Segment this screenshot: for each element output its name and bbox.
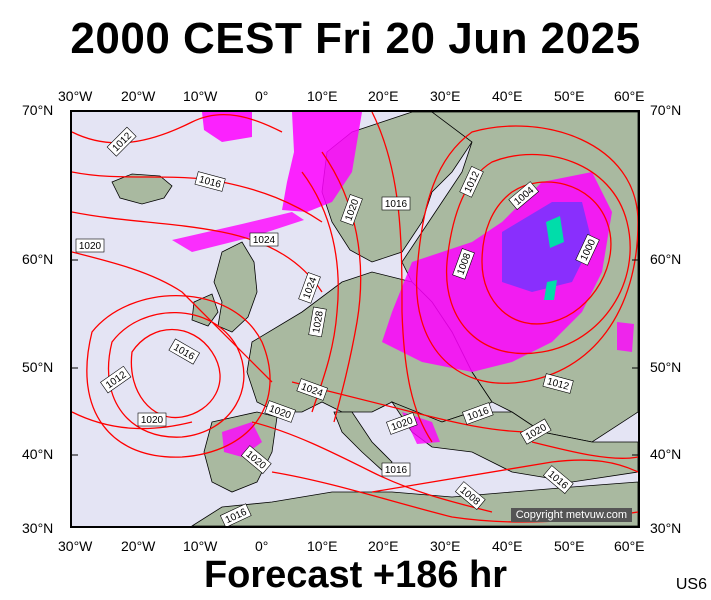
lon-label: 50°E [554, 88, 585, 104]
lat-label: 70°N [22, 102, 54, 118]
lat-label: 40°N [650, 446, 682, 462]
isobar-line [301, 171, 339, 413]
isobar-low-ring [415, 125, 638, 384]
model-tag: US6 [675, 576, 707, 593]
lon-label: 60°E [614, 88, 645, 104]
isobar-line [371, 112, 433, 443]
map-canvas: 1012 1016 1020 1024 1020 1016 1012 1004 … [72, 112, 638, 526]
map-title: 2000 CEST Fri 20 Jun 2025 [70, 14, 641, 63]
lon-label: 60°E [614, 538, 645, 554]
isobar-label: 1024 [253, 235, 276, 246]
lon-label: 30°W [58, 88, 93, 104]
isobar-high-center [130, 329, 221, 419]
iceland [111, 173, 173, 205]
isobar-line [72, 114, 283, 144]
isobar-label: 1028 [311, 310, 326, 334]
isobar-label: 1020 [141, 415, 164, 426]
isobar-line [321, 151, 362, 423]
lat-label: 50°N [650, 359, 682, 375]
precip-area [617, 322, 634, 352]
isobar-label: 1016 [385, 465, 408, 476]
frame-ticks [72, 259, 638, 456]
lon-label: 20°W [121, 538, 156, 554]
lat-label: 60°N [22, 251, 54, 267]
lon-label: 0° [255, 538, 269, 554]
lon-label: 10°E [307, 538, 338, 554]
isobar-line [72, 211, 323, 293]
lon-label: 0° [255, 88, 269, 104]
isobar-line [371, 459, 638, 493]
lat-label: 40°N [22, 446, 54, 462]
isobar-label: 1020 [79, 241, 102, 252]
scandinavia [321, 112, 473, 263]
isobar-high-ring [107, 311, 245, 438]
weather-map: 1012 1016 1020 1024 1020 1016 1012 1004 … [70, 110, 640, 528]
lon-label: 20°W [121, 88, 156, 104]
lon-label: 10°W [183, 538, 218, 554]
precip-area [172, 212, 304, 252]
lon-label: 40°E [492, 88, 523, 104]
lon-label: 50°E [554, 538, 585, 554]
precip-area [202, 112, 252, 142]
isobar-line [531, 441, 638, 459]
ireland [191, 293, 219, 327]
lon-label: 10°E [307, 88, 338, 104]
isobar-line [251, 421, 493, 513]
lat-label: 30°N [650, 520, 682, 536]
precip-area-moderate [502, 202, 592, 292]
lat-label: 30°N [22, 520, 54, 536]
lon-label: 10°W [183, 88, 218, 104]
isobar-line [72, 411, 193, 430]
lon-label: 20°E [368, 538, 399, 554]
lon-label: 20°E [368, 88, 399, 104]
forecast-label: Forecast +186 hr [203, 554, 508, 596]
lon-label: 30°E [430, 538, 461, 554]
lat-label: 70°N [650, 102, 682, 118]
lat-label: 60°N [650, 251, 682, 267]
isobar-high-ring [86, 295, 271, 458]
precipitation [172, 112, 634, 457]
lon-label: 40°E [492, 538, 523, 554]
lon-label: 30°W [58, 538, 93, 554]
isobars [72, 112, 638, 523]
precip-area-heavy [546, 216, 564, 248]
copyright-notice: Copyright metvuw.com [510, 508, 632, 522]
lat-label: 50°N [22, 359, 54, 375]
isobar-line [291, 381, 533, 433]
lon-label: 30°E [430, 88, 461, 104]
isobar-low-ring [445, 154, 631, 355]
precip-area-heavy [544, 280, 557, 300]
isobar-label: 1016 [385, 199, 408, 210]
isobar-line [72, 251, 273, 383]
great-britain [213, 241, 258, 333]
isobar-low-center [481, 181, 612, 325]
